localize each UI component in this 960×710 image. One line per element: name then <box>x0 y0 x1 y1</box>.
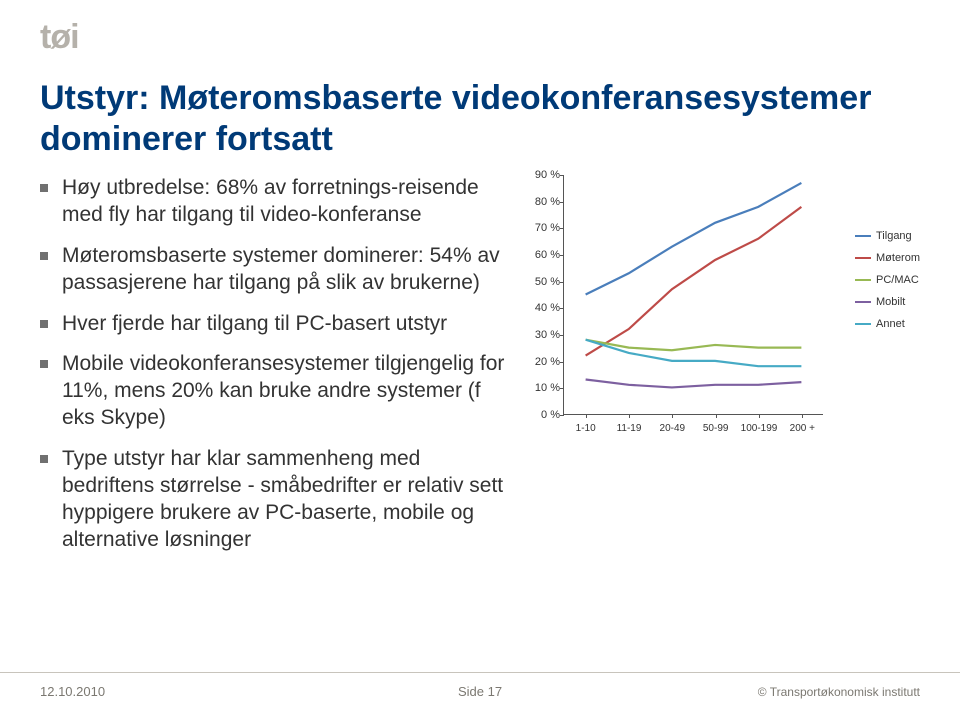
legend-label: Møterom <box>876 252 920 264</box>
y-axis-label: 70 % <box>526 222 560 234</box>
legend-swatch <box>855 235 871 237</box>
x-axis-label: 1-10 <box>576 423 596 434</box>
legend-label: Tilgang <box>876 230 912 242</box>
bullet-item: Mobile videokonferansesystemer tilgjenge… <box>40 351 510 432</box>
chart-plot-area: 0 %10 %20 %30 %40 %50 %60 %70 %80 %90 %1… <box>563 175 823 415</box>
legend-item: Mobilt <box>855 296 920 308</box>
series-line <box>586 340 802 367</box>
legend-label: Mobilt <box>876 296 905 308</box>
series-line <box>586 379 802 387</box>
y-axis-label: 10 % <box>526 382 560 394</box>
y-axis-label: 60 % <box>526 249 560 261</box>
footer-page: Side 17 <box>458 684 502 699</box>
y-axis-label: 40 % <box>526 302 560 314</box>
bullet-list: Høy utbredelse: 68% av forretnings-reise… <box>40 175 510 568</box>
legend-item: Møterom <box>855 252 920 264</box>
legend-swatch <box>855 257 871 259</box>
chart-legend: Tilgang Møterom PC/MAC Mobilt Annet <box>855 230 920 340</box>
footer: 12.10.2010 Side 17 © Transportøkonomisk … <box>0 672 960 710</box>
y-axis-label: 20 % <box>526 356 560 368</box>
y-axis-label: 0 % <box>526 409 560 421</box>
bullet-item: Høy utbredelse: 68% av forretnings-reise… <box>40 175 510 229</box>
footer-org: © Transportøkonomisk institutt <box>758 685 920 699</box>
line-chart: 0 %10 %20 %30 %40 %50 %60 %70 %80 %90 %1… <box>525 175 920 465</box>
legend-item: Tilgang <box>855 230 920 242</box>
y-axis-label: 90 % <box>526 169 560 181</box>
main-content: Høy utbredelse: 68% av forretnings-reise… <box>40 175 920 568</box>
x-axis-label: 20-49 <box>660 423 686 434</box>
bullet-item: Type utstyr har klar sammenheng med bedr… <box>40 446 510 554</box>
y-axis-label: 30 % <box>526 329 560 341</box>
x-axis-label: 50-99 <box>703 423 729 434</box>
x-axis-label: 100-199 <box>741 423 778 434</box>
brand-logo: tøi <box>40 18 79 57</box>
legend-item: PC/MAC <box>855 274 920 286</box>
legend-item: Annet <box>855 318 920 330</box>
series-line <box>586 183 802 295</box>
legend-label: Annet <box>876 318 905 330</box>
footer-date: 12.10.2010 <box>40 684 105 699</box>
chart-lines <box>564 175 823 414</box>
logo-text: tøi <box>40 18 79 56</box>
legend-swatch <box>855 279 871 281</box>
legend-swatch <box>855 323 871 325</box>
legend-label: PC/MAC <box>876 274 919 286</box>
bullet-item: Møteromsbaserte systemer dominerer: 54% … <box>40 243 510 297</box>
page-title: Utstyr: Møteromsbaserte videokonferanses… <box>40 78 920 160</box>
x-axis-label: 11-19 <box>617 423 642 434</box>
y-axis-label: 80 % <box>526 196 560 208</box>
legend-swatch <box>855 301 871 303</box>
bullet-item: Hver fjerde har tilgang til PC-basert ut… <box>40 311 510 338</box>
x-axis-label: 200 + <box>790 423 815 434</box>
y-axis-label: 50 % <box>526 276 560 288</box>
series-line <box>586 207 802 356</box>
